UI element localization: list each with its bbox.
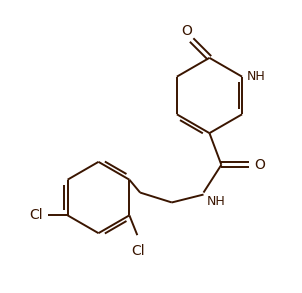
Text: O: O: [181, 24, 192, 38]
Text: Cl: Cl: [131, 244, 145, 258]
Text: O: O: [254, 158, 265, 172]
Text: NH: NH: [207, 195, 225, 207]
Text: Cl: Cl: [29, 208, 43, 222]
Text: NH: NH: [247, 70, 266, 83]
